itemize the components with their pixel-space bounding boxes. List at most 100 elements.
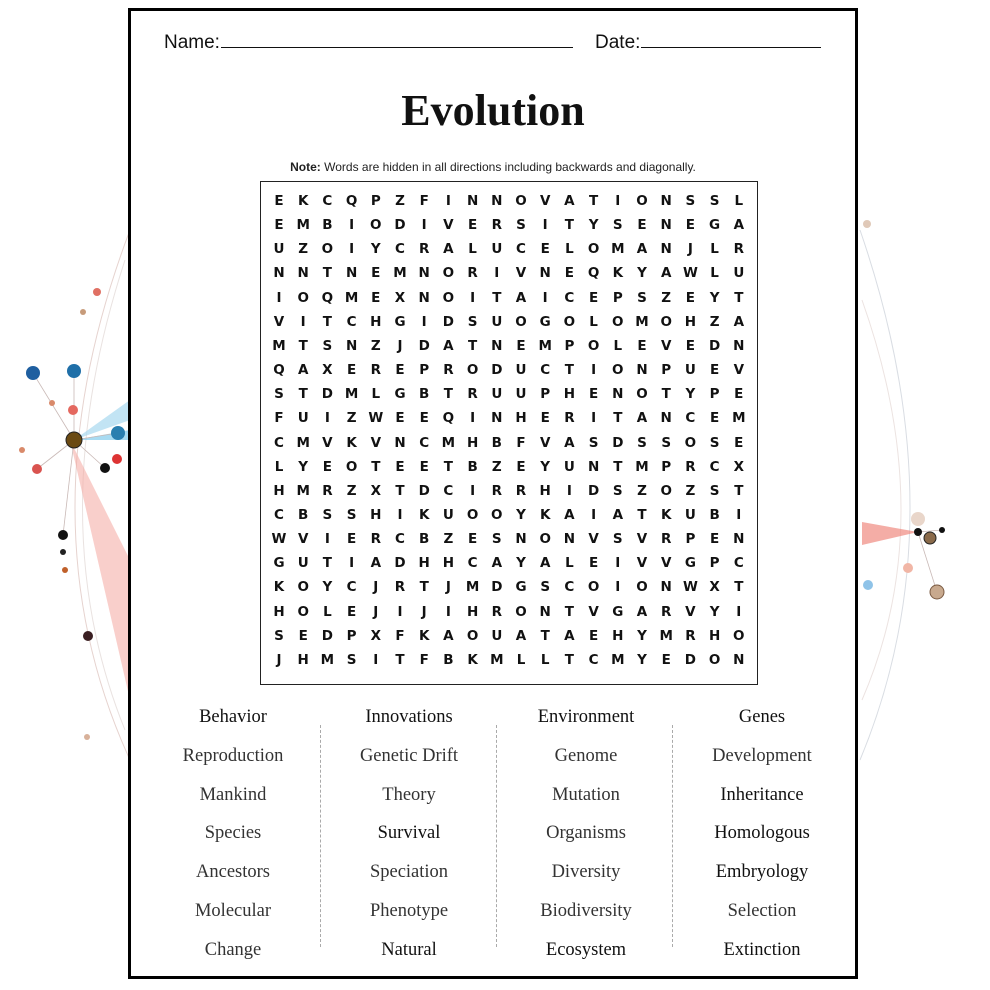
- grid-letter[interactable]: N: [733, 337, 745, 354]
- grid-letter[interactable]: K: [418, 506, 430, 523]
- grid-letter[interactable]: O: [491, 506, 503, 523]
- grid-letter[interactable]: O: [370, 217, 382, 234]
- grid-letter[interactable]: M: [344, 386, 359, 403]
- grid-letter[interactable]: O: [539, 531, 551, 548]
- grid-letter[interactable]: O: [466, 362, 479, 379]
- grid-letter[interactable]: U: [684, 506, 696, 523]
- grid-letter[interactable]: D: [684, 651, 696, 668]
- grid-letter[interactable]: N: [491, 410, 503, 427]
- grid-letter[interactable]: M: [296, 217, 310, 234]
- grid-letter[interactable]: J: [687, 241, 693, 258]
- grid-letter[interactable]: O: [587, 579, 600, 596]
- grid-letter[interactable]: X: [370, 482, 381, 499]
- grid-letter[interactable]: E: [346, 362, 357, 379]
- grid-letter[interactable]: R: [660, 531, 672, 548]
- grid-letter[interactable]: D: [491, 579, 503, 596]
- grid-letter[interactable]: U: [491, 241, 503, 258]
- grid-letter[interactable]: G: [539, 313, 551, 330]
- grid-letter[interactable]: D: [418, 482, 430, 499]
- grid-letter[interactable]: Z: [346, 482, 357, 499]
- grid-letter[interactable]: E: [709, 410, 720, 427]
- grid-letter[interactable]: K: [539, 506, 551, 523]
- grid-letter[interactable]: R: [467, 265, 478, 282]
- grid-letter[interactable]: S: [709, 434, 720, 451]
- grid-letter[interactable]: U: [491, 313, 503, 330]
- grid-letter[interactable]: S: [346, 506, 357, 523]
- grid-letter[interactable]: I: [494, 265, 500, 282]
- grid-letter[interactable]: H: [273, 603, 285, 620]
- grid-letter[interactable]: H: [466, 434, 479, 451]
- grid-letter[interactable]: Z: [661, 289, 672, 306]
- grid-letter[interactable]: M: [320, 651, 335, 668]
- grid-letter[interactable]: H: [563, 386, 576, 403]
- grid-letter[interactable]: E: [322, 458, 332, 475]
- grid-letter[interactable]: U: [297, 555, 309, 572]
- grid-letter[interactable]: T: [661, 386, 671, 403]
- grid-letter[interactable]: Z: [443, 531, 454, 548]
- grid-letter[interactable]: D: [708, 337, 721, 354]
- grid-letter[interactable]: O: [636, 193, 648, 209]
- grid-letter[interactable]: M: [441, 434, 456, 451]
- grid-letter[interactable]: T: [322, 313, 332, 330]
- grid-letter[interactable]: V: [733, 362, 745, 379]
- grid-letter[interactable]: P: [661, 362, 672, 379]
- grid-letter[interactable]: G: [394, 313, 406, 330]
- grid-letter[interactable]: A: [733, 313, 745, 330]
- grid-letter[interactable]: N: [539, 603, 551, 620]
- grid-letter[interactable]: Q: [442, 410, 455, 427]
- grid-letter[interactable]: M: [732, 410, 746, 427]
- grid-letter[interactable]: U: [515, 386, 527, 403]
- grid-letter[interactable]: A: [636, 410, 648, 427]
- grid-letter[interactable]: L: [468, 241, 477, 258]
- grid-letter[interactable]: E: [419, 410, 429, 427]
- grid-letter[interactable]: R: [564, 410, 575, 427]
- grid-letter[interactable]: S: [661, 434, 672, 451]
- grid-letter[interactable]: L: [734, 193, 744, 209]
- grid-letter[interactable]: Y: [516, 506, 526, 523]
- grid-letter[interactable]: O: [660, 313, 672, 330]
- grid-letter[interactable]: T: [734, 482, 744, 499]
- grid-letter[interactable]: O: [515, 603, 527, 620]
- grid-letter[interactable]: E: [467, 217, 478, 234]
- grid-letter[interactable]: D: [612, 434, 624, 451]
- grid-letter[interactable]: M: [611, 241, 625, 258]
- grid-letter[interactable]: P: [564, 337, 575, 354]
- grid-letter[interactable]: L: [565, 241, 574, 258]
- grid-letter[interactable]: S: [346, 651, 357, 668]
- grid-letter[interactable]: T: [540, 627, 550, 644]
- grid-letter[interactable]: M: [344, 289, 359, 306]
- grid-letter[interactable]: Y: [588, 217, 599, 234]
- grid-letter[interactable]: E: [588, 386, 599, 403]
- grid-letter[interactable]: Y: [540, 458, 551, 475]
- grid-letter[interactable]: Q: [587, 265, 600, 282]
- grid-letter[interactable]: N: [491, 337, 503, 354]
- grid-letter[interactable]: D: [442, 313, 454, 330]
- grid-letter[interactable]: C: [395, 241, 405, 258]
- grid-letter[interactable]: R: [491, 217, 502, 234]
- grid-letter[interactable]: T: [613, 410, 623, 427]
- grid-letter[interactable]: K: [273, 579, 285, 596]
- grid-letter[interactable]: H: [418, 555, 430, 572]
- grid-letter[interactable]: N: [418, 265, 430, 282]
- grid-letter[interactable]: N: [515, 531, 527, 548]
- grid-letter[interactable]: E: [516, 337, 526, 354]
- grid-letter[interactable]: A: [443, 241, 454, 258]
- grid-letter[interactable]: O: [636, 386, 648, 403]
- grid-letter[interactable]: Y: [516, 555, 526, 572]
- grid-letter[interactable]: E: [709, 362, 720, 379]
- grid-letter[interactable]: M: [272, 337, 286, 354]
- grid-letter[interactable]: T: [298, 386, 308, 403]
- grid-letter[interactable]: O: [684, 434, 697, 451]
- grid-letter[interactable]: Q: [321, 289, 334, 306]
- grid-letter[interactable]: Z: [370, 337, 381, 354]
- grid-letter[interactable]: T: [734, 289, 744, 306]
- grid-letter[interactable]: N: [563, 531, 576, 548]
- grid-letter[interactable]: L: [613, 337, 623, 354]
- grid-letter[interactable]: I: [349, 241, 355, 258]
- grid-letter[interactable]: O: [466, 506, 479, 523]
- grid-letter[interactable]: M: [635, 313, 649, 330]
- grid-letter[interactable]: N: [587, 458, 600, 475]
- grid-letter[interactable]: Y: [298, 458, 309, 475]
- grid-letter[interactable]: G: [273, 555, 285, 572]
- grid-letter[interactable]: T: [613, 458, 623, 475]
